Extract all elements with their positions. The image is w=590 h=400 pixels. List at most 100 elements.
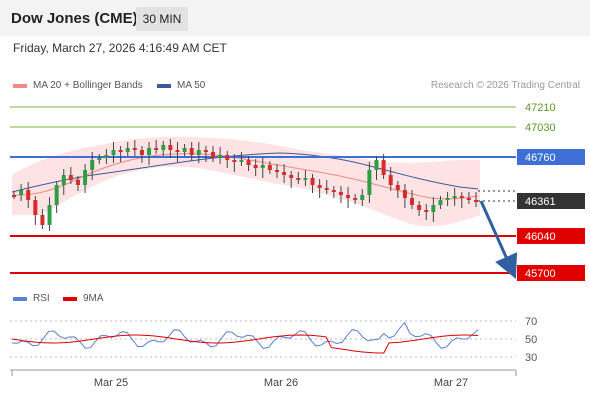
candle-body (431, 205, 436, 212)
candle-body (395, 185, 400, 190)
candle-body (289, 175, 294, 178)
candle-body (274, 170, 279, 172)
ma20-swatch (13, 83, 27, 88)
candle-body (388, 175, 393, 185)
candle-body (211, 152, 216, 158)
candle-body (239, 160, 244, 162)
candle-body (189, 148, 194, 155)
candle-body (225, 155, 230, 160)
candle-body (260, 165, 265, 168)
candle-body (26, 190, 31, 200)
level-tag-46040 (517, 228, 585, 244)
x-label-mar25: Mar 25 (94, 377, 128, 389)
legend-ma50: MA 50 (157, 80, 205, 91)
candle-body (232, 160, 237, 162)
interval-badge[interactable]: 30 MIN (136, 7, 188, 31)
candle-body (139, 150, 144, 155)
candle-body (459, 196, 464, 198)
candle-body (424, 210, 429, 212)
candle-body (338, 192, 343, 195)
legend-rsi: RSI (13, 293, 50, 304)
candle-body (353, 198, 358, 200)
candle-body (104, 155, 109, 158)
legend-rsi-ma-label: 9MA (83, 293, 104, 304)
instrument-title: Dow Jones (CME) (11, 10, 138, 27)
candlestick-series (12, 139, 478, 231)
candle-body (402, 190, 407, 198)
candle-body (90, 160, 95, 170)
candle-body (175, 150, 180, 152)
candle-body (218, 155, 223, 158)
legend-ma50-label: MA 50 (177, 80, 206, 91)
candle-body (83, 170, 88, 185)
candle-body (97, 158, 102, 160)
candle-body (54, 185, 59, 205)
rsi-axis-30: 30 (525, 352, 537, 364)
candle-body (168, 145, 173, 150)
candle-body (367, 170, 372, 195)
rsi-ma-line (11, 334, 479, 354)
candle-body (253, 165, 258, 168)
candle-body (410, 198, 415, 205)
candle-body (317, 185, 322, 188)
rsi-axis-50: 50 (525, 334, 537, 346)
level-tag-46760 (517, 149, 585, 165)
level-tag-45700 (517, 265, 585, 281)
rsi-axis-70: 70 (525, 316, 537, 328)
candle-body (47, 205, 52, 225)
candle-body (303, 178, 308, 180)
rsi-ma-swatch (63, 296, 77, 301)
candle-body (40, 215, 45, 225)
candle-body (182, 148, 187, 152)
candle-body (161, 145, 166, 150)
candle-body (324, 188, 329, 190)
candle-body (346, 195, 351, 198)
legend-rsi-label: RSI (33, 293, 50, 304)
candle-body (203, 150, 208, 152)
candle-body (68, 175, 73, 180)
last-price-tag (517, 193, 585, 209)
candle-body (19, 190, 24, 195)
legend-ma20: MA 20 + Bollinger Bands (13, 80, 143, 91)
x-label-mar27: Mar 27 (434, 377, 468, 389)
candle-body (118, 150, 123, 152)
rsi-swatch (13, 296, 27, 301)
last-price-label: 46361 (525, 196, 556, 208)
candle-body (466, 198, 471, 200)
candle-body (267, 165, 272, 170)
candle-body (61, 175, 66, 185)
level-label-47210: 47210 (525, 102, 556, 114)
level-label-46760: 46760 (525, 152, 556, 164)
ma20-line (11, 153, 479, 200)
candle-body (125, 148, 130, 152)
copyright-notice: Research © 2026 Trading Central (430, 80, 580, 91)
candle-body (417, 205, 422, 210)
bollinger-band (12, 136, 480, 227)
projection-arrow (479, 200, 518, 279)
candle-body (147, 148, 152, 155)
candle-body (452, 196, 457, 198)
candle-body (33, 200, 38, 215)
chart-timestamp: Friday, March 27, 2026 4:16:49 AM CET (13, 41, 227, 55)
candle-body (474, 200, 478, 202)
ma50-swatch (157, 83, 171, 88)
candle-body (296, 178, 301, 180)
candle-body (331, 190, 336, 192)
candle-body (154, 148, 159, 150)
candle-body (310, 178, 315, 185)
candle-body (445, 198, 450, 200)
level-label-45700: 45700 (525, 268, 556, 280)
candle-body (75, 180, 80, 185)
rsi-line (11, 321, 479, 349)
candle-body (360, 195, 365, 200)
level-label-46040: 46040 (525, 231, 556, 243)
candle-body (246, 160, 251, 165)
legend-rsi-ma: 9MA (63, 293, 104, 304)
candle-body (282, 172, 287, 175)
candle-body (132, 148, 137, 150)
candle-body (196, 150, 201, 155)
candle-body (381, 160, 386, 175)
legend-ma20-label: MA 20 + Bollinger Bands (33, 80, 143, 91)
candle-body (374, 160, 379, 170)
